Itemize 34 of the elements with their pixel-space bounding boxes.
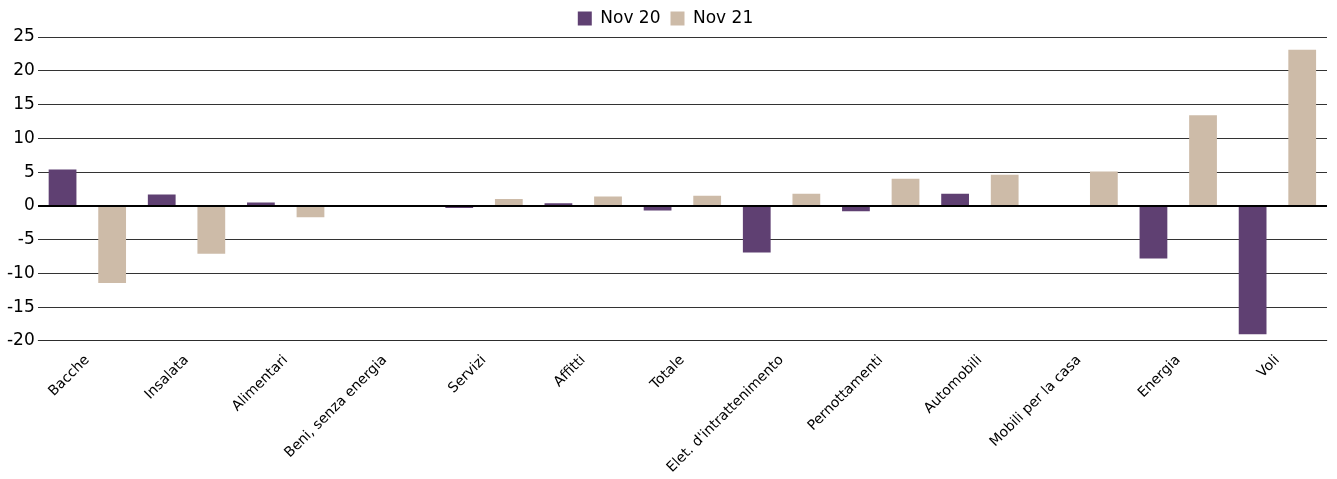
- y-tick-label: 20: [13, 59, 35, 80]
- bar: [98, 206, 127, 283]
- bar: [643, 206, 672, 211]
- bar: [147, 194, 176, 205]
- bar: [792, 193, 821, 205]
- bar: [742, 206, 771, 253]
- bar: [990, 174, 1019, 205]
- bar: [891, 178, 920, 205]
- bar: [693, 195, 722, 205]
- bar: [1089, 171, 1118, 205]
- y-tick-label: -20: [6, 329, 35, 350]
- y-tick-label: -15: [6, 295, 35, 316]
- y-tick-label: -10: [6, 261, 35, 282]
- y-tick-label: 10: [13, 126, 35, 147]
- bar: [594, 196, 622, 205]
- bar: [1139, 206, 1168, 259]
- x-tick-label: Voli: [1253, 351, 1283, 381]
- bar: [842, 206, 870, 212]
- bar: [48, 169, 77, 205]
- y-tick-label: 0: [23, 194, 35, 215]
- bar: [1189, 115, 1217, 205]
- bar: [197, 206, 226, 254]
- legend-label: Nov 20: [600, 6, 661, 27]
- bar: [494, 199, 523, 205]
- legend-label: Nov 21: [693, 6, 754, 27]
- y-tick-label: 15: [13, 92, 35, 113]
- y-tick-label: 25: [13, 25, 35, 46]
- bar: [941, 193, 969, 205]
- y-tick-label: 5: [23, 160, 35, 181]
- bar: [1288, 49, 1317, 205]
- bar: [296, 206, 325, 218]
- bar: [1238, 206, 1267, 335]
- y-tick-label: -5: [17, 228, 35, 249]
- bar: [247, 202, 275, 205]
